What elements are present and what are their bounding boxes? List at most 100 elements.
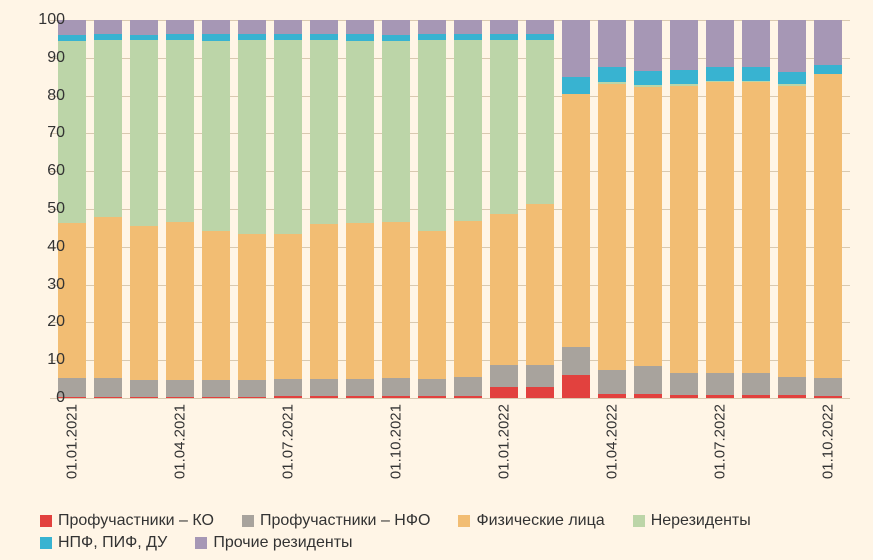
legend-swatch — [458, 515, 470, 527]
bar — [94, 20, 122, 398]
bar-segment — [202, 41, 230, 231]
bar-segment — [130, 20, 158, 35]
bar-segment — [166, 222, 194, 380]
bar-segment — [670, 20, 698, 70]
legend-item: Профучастники – КО — [40, 512, 214, 530]
legend-label: НПФ, ПИФ, ДУ — [58, 534, 167, 552]
bar-segment — [670, 395, 698, 398]
legend-swatch — [195, 537, 207, 549]
y-tick-label: 70 — [25, 124, 65, 142]
bar-segment — [706, 373, 734, 395]
bar — [418, 20, 446, 398]
bar-segment — [346, 396, 374, 398]
bar — [670, 20, 698, 398]
bar-segment — [634, 394, 662, 398]
x-tick-label — [238, 404, 266, 494]
gridline — [50, 398, 850, 399]
y-tick-label: 50 — [25, 200, 65, 218]
bar-segment — [130, 226, 158, 380]
bar — [310, 20, 338, 398]
x-tick-label — [742, 404, 770, 494]
bar-segment — [166, 40, 194, 222]
bar-segment — [238, 40, 266, 234]
bar-segment — [742, 82, 770, 373]
bar-segment — [526, 20, 554, 34]
bar-segment — [814, 396, 842, 398]
bar-segment — [814, 74, 842, 378]
legend-item: НПФ, ПИФ, ДУ — [40, 534, 167, 552]
bar-segment — [418, 396, 446, 398]
x-tick-label: 01.01.2022 — [490, 404, 518, 494]
bar — [454, 20, 482, 398]
bar-segment — [526, 40, 554, 204]
bar-segment — [238, 380, 266, 397]
plot-area — [50, 20, 850, 398]
bar-segment — [814, 378, 842, 396]
bar-segment — [418, 40, 446, 231]
bar — [274, 20, 302, 398]
bar-segment — [778, 395, 806, 398]
bar — [778, 20, 806, 398]
bar-segment — [742, 373, 770, 395]
x-axis-labels: 01.01.202101.04.202101.07.202101.10.2021… — [50, 404, 850, 494]
legend-item: Профучастники – НФО — [242, 512, 431, 530]
bar — [382, 20, 410, 398]
bar-segment — [166, 397, 194, 398]
bar-segment — [562, 77, 590, 94]
x-tick-label — [130, 404, 158, 494]
bar — [598, 20, 626, 398]
bar-segment — [274, 234, 302, 379]
bar-segment — [94, 40, 122, 218]
x-tick-label: 01.01.2021 — [58, 404, 86, 494]
bar — [130, 20, 158, 398]
bar — [238, 20, 266, 398]
bar-segment — [526, 34, 554, 41]
bar-segment — [490, 40, 518, 213]
bar-segment — [310, 40, 338, 224]
x-tick-label — [454, 404, 482, 494]
bar — [166, 20, 194, 398]
bar-segment — [346, 223, 374, 379]
bar-segment — [490, 365, 518, 387]
x-tick-label — [562, 404, 590, 494]
x-tick-label: 01.10.2022 — [814, 404, 842, 494]
bar-segment — [598, 67, 626, 82]
x-tick-label — [310, 404, 338, 494]
bar-segment — [706, 67, 734, 80]
bar-segment — [598, 370, 626, 395]
bar-segment — [454, 40, 482, 221]
bar-segment — [562, 94, 590, 347]
bar-segment — [310, 396, 338, 398]
y-tick-label: 90 — [25, 49, 65, 67]
bars-container — [50, 20, 850, 398]
legend-item: Нерезиденты — [633, 512, 751, 530]
bar-segment — [490, 387, 518, 398]
bar-segment — [382, 20, 410, 35]
bar-segment — [562, 375, 590, 398]
bar-segment — [382, 396, 410, 398]
bar-segment — [742, 20, 770, 67]
bar-segment — [346, 379, 374, 396]
legend-swatch — [40, 537, 52, 549]
x-tick-label: 01.04.2022 — [598, 404, 626, 494]
x-tick-label — [346, 404, 374, 494]
x-tick-label: 01.07.2021 — [274, 404, 302, 494]
y-tick-label: 10 — [25, 351, 65, 369]
legend-item: Физические лица — [458, 512, 604, 530]
bar-segment — [238, 397, 266, 398]
bar-segment — [238, 234, 266, 380]
legend-swatch — [633, 515, 645, 527]
bar-segment — [166, 20, 194, 34]
bar-segment — [634, 87, 662, 366]
bar-segment — [778, 86, 806, 377]
bar-segment — [490, 214, 518, 365]
y-tick-label: 60 — [25, 162, 65, 180]
bar-segment — [382, 41, 410, 221]
bar-segment — [778, 20, 806, 72]
x-tick-label — [418, 404, 446, 494]
legend-label: Профучастники – КО — [58, 512, 214, 530]
bar-segment — [526, 365, 554, 387]
bar-segment — [418, 379, 446, 396]
legend-item: Прочие резиденты — [195, 534, 352, 552]
bar-segment — [454, 377, 482, 396]
